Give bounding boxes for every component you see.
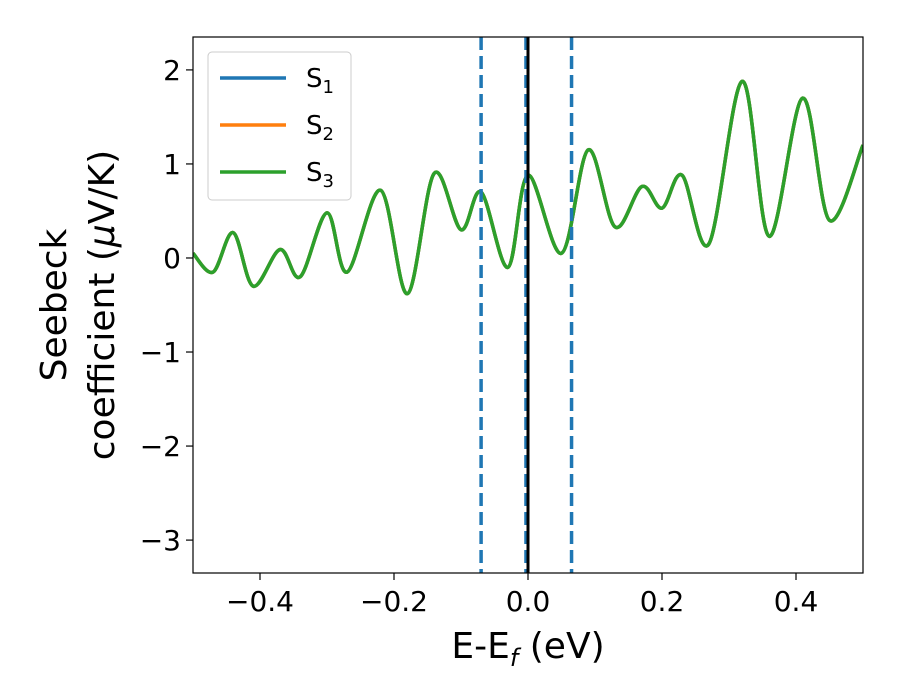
legend: S1 S2 S3 [207, 51, 352, 201]
legend-label-S1: S1 [306, 64, 334, 98]
y-tick-label: 0 [163, 242, 181, 275]
x-tick-label: 0.4 [774, 585, 819, 618]
y-axis-label-line2: coefficient (μV/K) [82, 150, 123, 460]
series-layer [193, 79, 863, 296]
y-axis-label-text: coefficient ( [82, 247, 123, 460]
x-axis-label-unit: (eV) [518, 626, 604, 667]
x-tick-label: 0.0 [506, 585, 551, 618]
x-axis-label-main: E-E [451, 626, 509, 667]
x-axis-label: E-Ef (eV) [451, 626, 604, 672]
y-tick-label: −2 [140, 430, 181, 463]
y-axis-label-line1: Seebeck [34, 228, 75, 381]
y-axis-label-mu: μ [82, 224, 123, 248]
y-ticks: −3 −2 −1 0 1 2 [140, 54, 193, 557]
x-tick-label: 0.2 [640, 585, 685, 618]
y-tick-label: 1 [163, 148, 181, 181]
y-tick-label: −1 [140, 336, 181, 369]
legend-items: S1 S2 S3 [220, 64, 334, 192]
y-tick-label: −3 [140, 524, 181, 557]
x-ticks: −0.4 −0.2 0.0 0.2 0.4 [226, 573, 818, 618]
x-tick-label: −0.4 [226, 585, 294, 618]
series-line-S3 [193, 79, 863, 296]
y-axis-label-unit: V/K) [82, 150, 123, 224]
legend-label-S3: S3 [306, 158, 334, 192]
vertical-lines-layer [479, 37, 574, 573]
y-tick-label: 2 [163, 54, 181, 87]
x-tick-label: −0.2 [360, 585, 428, 618]
legend-label-S2: S2 [306, 111, 334, 145]
